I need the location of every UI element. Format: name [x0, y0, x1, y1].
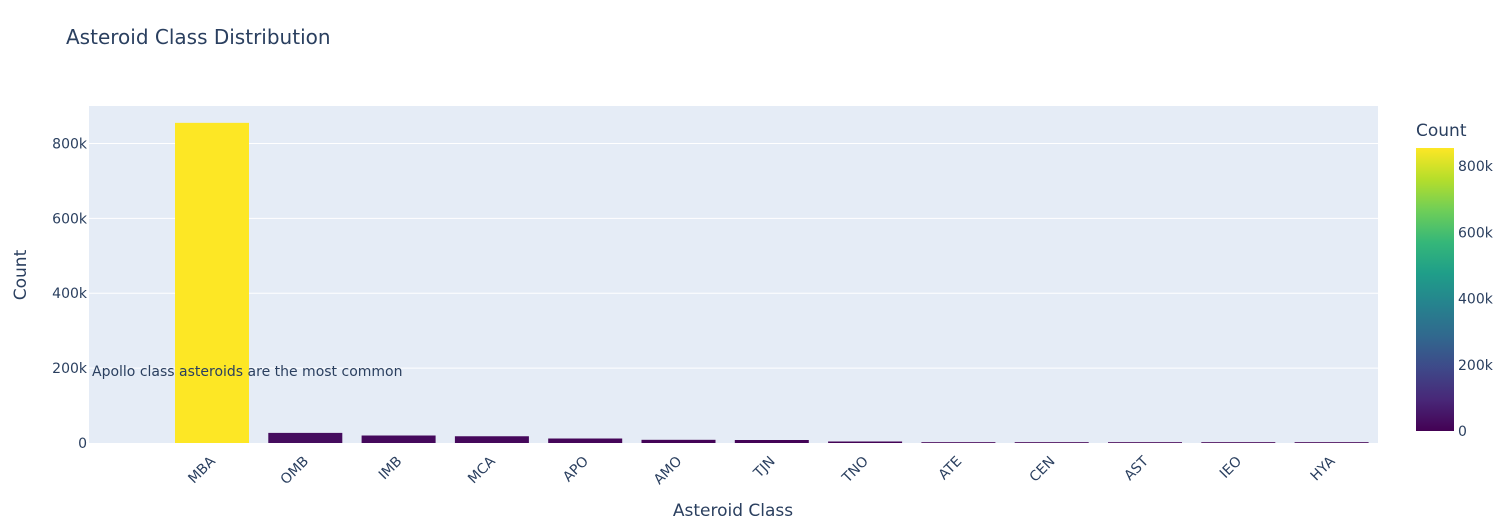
- bar-mba[interactable]: [175, 122, 249, 443]
- x-tick-label: TJN: [750, 454, 778, 482]
- colorbar-ticks: 0 200k 400k 600k 800k: [1458, 159, 1494, 440]
- bar-apo[interactable]: [548, 438, 623, 443]
- x-tick-label: IEO: [1217, 454, 1245, 482]
- bar-cen[interactable]: [1014, 442, 1089, 443]
- x-tick-label: MBA: [185, 453, 219, 487]
- bar-tno[interactable]: [828, 441, 903, 443]
- colorbar-tick-label: 200k: [1458, 358, 1494, 374]
- bar-mca[interactable]: [454, 436, 529, 443]
- bar-hya[interactable]: [1294, 442, 1369, 443]
- y-axis-ticks: 0 200k 400k 600k 800k: [52, 136, 88, 452]
- colorbar-tick-label: 600k: [1458, 225, 1494, 241]
- x-axis-ticks: MBA OMB IMB MCA APO AMO TJN TNO ATE CEN AST IEO HYA: [185, 453, 1338, 488]
- bar-amo[interactable]: [641, 439, 716, 443]
- x-tick-label: TNO: [839, 454, 872, 487]
- y-tick-label: 800k: [52, 136, 88, 152]
- bar-ate[interactable]: [921, 442, 996, 443]
- x-tick-label: AMO: [651, 454, 685, 488]
- colorbar-tick-label: 400k: [1458, 292, 1494, 308]
- y-tick-label: 400k: [52, 286, 88, 302]
- x-tick-label: MCA: [465, 453, 499, 487]
- chart-title: Asteroid Class Distribution: [66, 25, 331, 49]
- gridlines: [89, 142, 1378, 369]
- x-tick-label: OMB: [278, 454, 312, 488]
- y-axis-title: Count: [11, 249, 31, 300]
- bar-ieo[interactable]: [1201, 442, 1276, 443]
- colorbar-title: Count: [1416, 121, 1467, 141]
- x-tick-label: AST: [1121, 453, 1152, 484]
- colorbar-tick-label: 800k: [1458, 159, 1494, 175]
- y-tick-label: 0: [78, 436, 87, 452]
- x-tick-label: HYA: [1308, 453, 1339, 484]
- x-tick-label: ATE: [936, 454, 966, 484]
- bar-omb[interactable]: [268, 432, 343, 443]
- plot-area: [89, 106, 1378, 443]
- x-tick-label: APO: [560, 454, 592, 486]
- bars: [175, 122, 1369, 443]
- bar-ast[interactable]: [1108, 442, 1182, 443]
- y-tick-label: 600k: [52, 211, 88, 227]
- bar-tjn[interactable]: [734, 440, 809, 443]
- bar-imb[interactable]: [361, 435, 436, 443]
- colorbar: [1416, 148, 1454, 431]
- colorbar-tick-label: 0: [1458, 424, 1467, 440]
- y-tick-label: 200k: [52, 361, 88, 377]
- x-tick-label: IMB: [376, 454, 406, 484]
- chart-annotation: Apollo class asteroids are the most comm…: [92, 364, 402, 380]
- x-tick-label: CEN: [1027, 454, 1059, 486]
- x-axis-title: Asteroid Class: [673, 501, 793, 521]
